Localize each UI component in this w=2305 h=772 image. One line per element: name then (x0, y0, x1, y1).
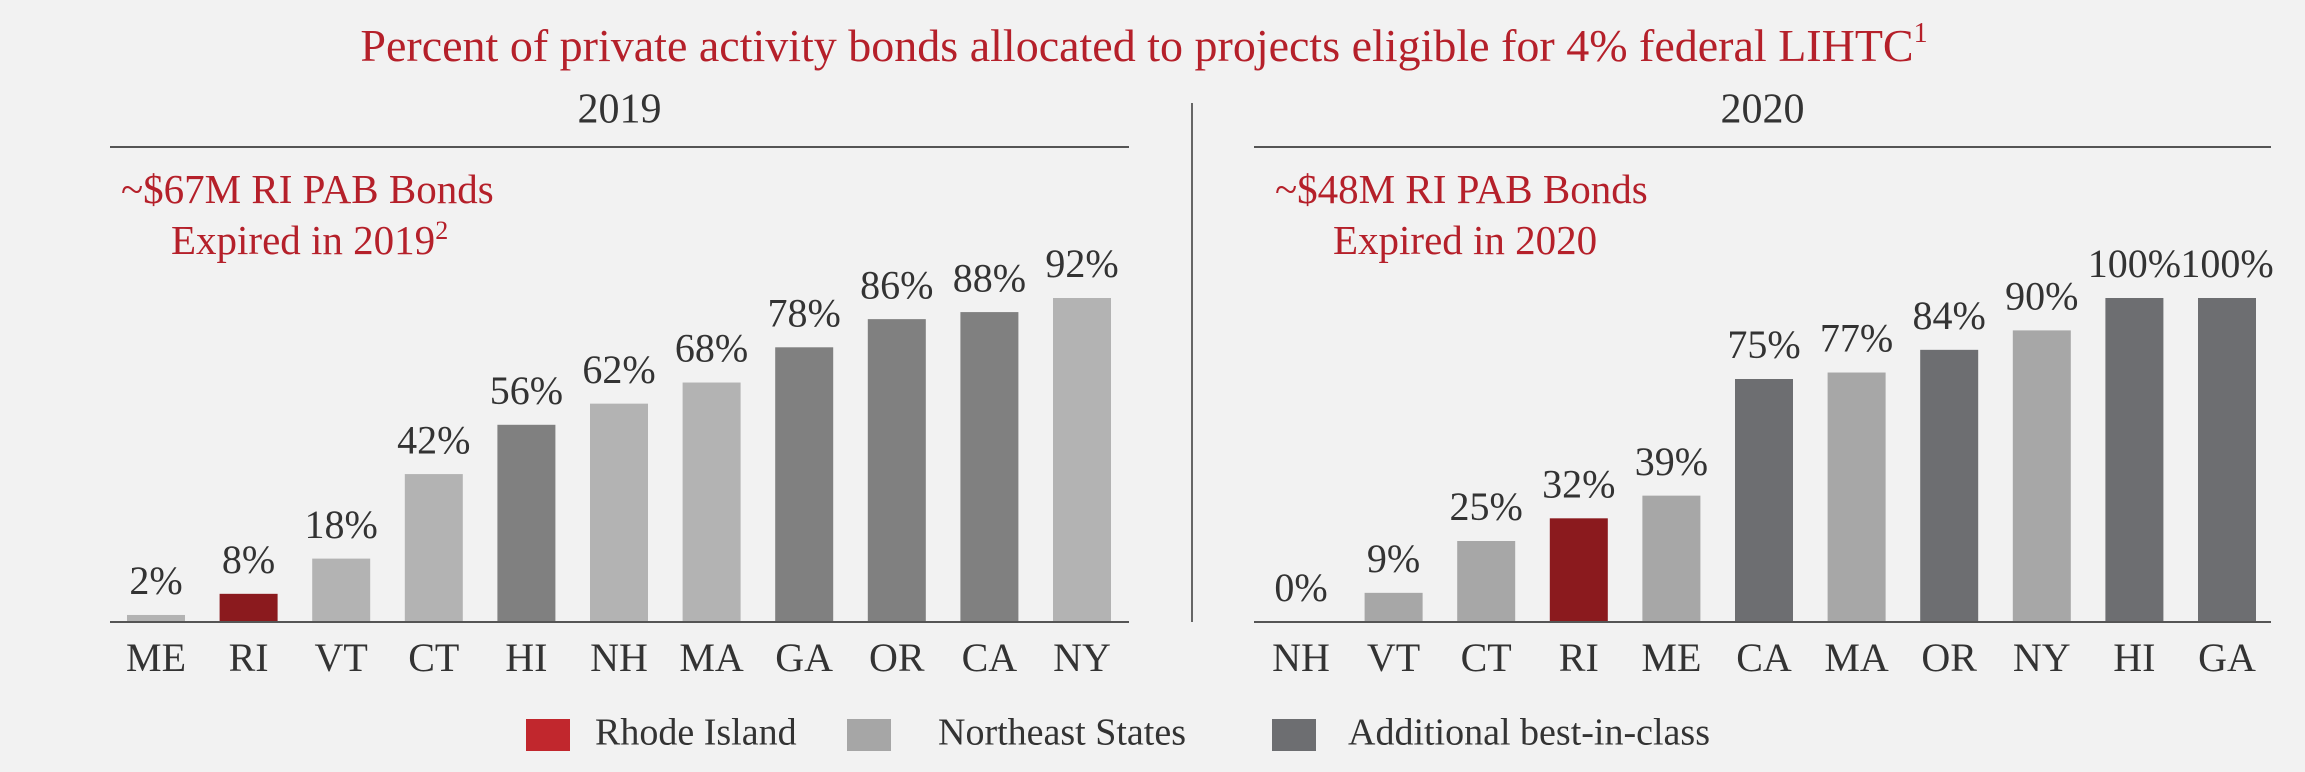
data-label: 39% (1635, 439, 1708, 484)
bar (590, 403, 648, 622)
data-label: 86% (860, 262, 933, 307)
x-tick-label: GA (775, 635, 833, 680)
data-label: 62% (582, 347, 655, 392)
bar (497, 424, 556, 622)
data-label: 68% (675, 326, 748, 371)
x-tick-label: CA (962, 635, 1018, 680)
data-label: 42% (397, 417, 470, 462)
annotation-text: Expired in 2020 (1333, 217, 1597, 263)
data-label: 100% (2088, 241, 2181, 286)
annotation-text: ~$48M RI PAB Bonds (1275, 166, 1648, 212)
bar (219, 593, 278, 622)
bar (1827, 372, 1886, 622)
bar (2198, 298, 2256, 622)
legend-swatch (526, 719, 570, 751)
bar (2105, 298, 2164, 622)
x-tick-label: CA (1736, 635, 1792, 680)
x-tick-label: HI (2113, 635, 2155, 680)
bar (1642, 495, 1701, 622)
x-tick-label: NY (1053, 635, 1111, 680)
data-label: 100% (2180, 241, 2273, 286)
data-label: 56% (490, 368, 563, 413)
x-tick-label: VT (315, 635, 368, 680)
bar (775, 347, 834, 622)
x-tick-label: MA (679, 635, 744, 680)
bar (127, 614, 185, 622)
bar (1364, 592, 1423, 622)
title-text: Percent of private activity bonds alloca… (360, 20, 1913, 71)
x-tick-label: NH (1272, 635, 1330, 680)
chart-title: Percent of private activity bonds alloca… (360, 18, 1927, 70)
legend-swatch (1272, 719, 1316, 751)
data-label: 9% (1367, 536, 1420, 581)
bar (312, 558, 371, 622)
annotation-text: Expired in 2019 (171, 217, 435, 263)
bar (960, 312, 1019, 622)
footnote-mark: 2 (435, 216, 448, 245)
data-label: 84% (1913, 293, 1986, 338)
legend-label: Northeast States (938, 712, 1186, 754)
x-tick-label: OR (1921, 635, 1977, 680)
annotation-text: ~$67M RI PAB Bonds (121, 166, 494, 212)
data-label: 77% (1820, 316, 1893, 361)
data-label: 75% (1727, 322, 1800, 367)
x-tick-label: RI (1559, 635, 1599, 680)
bar (867, 319, 926, 622)
data-label: 92% (1045, 241, 1118, 286)
panel-title: 2020 (1721, 87, 1805, 133)
bar (1735, 379, 1793, 622)
bar (682, 382, 741, 622)
data-label: 2% (129, 558, 182, 603)
annotation: Expired in 2020 (1333, 217, 1597, 263)
data-label: 90% (2005, 274, 2078, 319)
data-label: 18% (305, 502, 378, 547)
bar (1053, 298, 1111, 622)
legend-label: Additional best-in-class (1348, 712, 1710, 754)
legend-label: Rhode Island (595, 712, 797, 754)
x-tick-label: ME (1641, 635, 1701, 680)
annotation: Expired in 20192 (171, 216, 448, 263)
x-tick-label: NY (2013, 635, 2071, 680)
data-label: 32% (1542, 461, 1615, 506)
annotation: ~$48M RI PAB Bonds (1275, 166, 1648, 212)
bar (1920, 349, 1979, 622)
x-tick-label: HI (505, 635, 547, 680)
data-label: 0% (1274, 565, 1327, 610)
x-tick-label: RI (229, 635, 269, 680)
data-label: 8% (222, 537, 275, 582)
bar (1549, 518, 1608, 622)
x-tick-label: CT (1461, 635, 1512, 680)
data-label: 88% (953, 255, 1026, 300)
panel-title: 2019 (578, 87, 662, 133)
x-tick-label: GA (2198, 635, 2256, 680)
bar (2012, 330, 2071, 622)
annotation: ~$67M RI PAB Bonds (121, 166, 494, 212)
x-tick-label: NH (590, 635, 648, 680)
x-tick-label: OR (869, 635, 925, 680)
data-label: 25% (1450, 484, 1523, 529)
bar (1457, 541, 1516, 622)
data-label: 78% (768, 290, 841, 335)
x-tick-label: VT (1367, 635, 1420, 680)
bar (404, 474, 463, 622)
x-tick-label: CT (408, 635, 459, 680)
footnote-mark: 1 (1914, 18, 1928, 49)
x-tick-label: ME (126, 635, 186, 680)
legend-swatch (847, 719, 891, 751)
x-tick-label: MA (1824, 635, 1889, 680)
